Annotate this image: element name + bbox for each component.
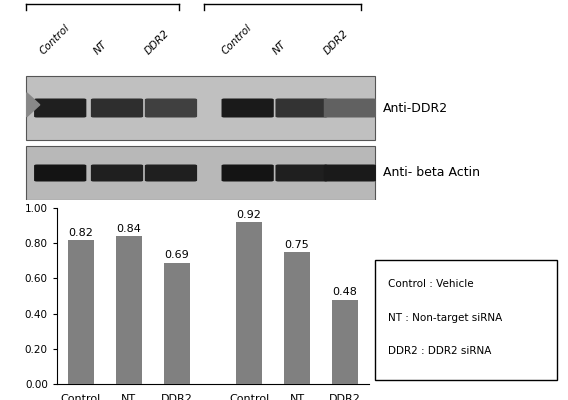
FancyBboxPatch shape	[222, 164, 274, 182]
FancyBboxPatch shape	[34, 164, 86, 182]
Text: 0.69: 0.69	[165, 250, 189, 260]
Text: 96hr: 96hr	[270, 0, 298, 2]
FancyBboxPatch shape	[324, 98, 376, 118]
Bar	[26, 76, 375, 140]
Text: 0.75: 0.75	[285, 240, 310, 250]
Text: Anti-DDR2: Anti-DDR2	[383, 102, 449, 114]
FancyBboxPatch shape	[275, 98, 328, 118]
Text: 0.82: 0.82	[68, 228, 93, 238]
FancyBboxPatch shape	[324, 164, 376, 182]
Text: NT: NT	[272, 39, 289, 56]
Text: Anti- beta Actin: Anti- beta Actin	[383, 166, 481, 180]
Bar	[26, 146, 375, 200]
Text: DDR2: DDR2	[144, 28, 172, 56]
Bar	[116, 236, 142, 384]
Text: 72hr: 72hr	[88, 0, 116, 2]
Bar	[236, 222, 262, 384]
Text: Control : Vehicle: Control : Vehicle	[387, 279, 473, 289]
Text: 0.48: 0.48	[333, 288, 358, 298]
Text: NT : Non-target siRNA: NT : Non-target siRNA	[387, 313, 502, 322]
Text: NT: NT	[93, 39, 110, 56]
Text: 0.92: 0.92	[237, 210, 261, 220]
FancyBboxPatch shape	[34, 98, 86, 118]
Bar	[68, 240, 94, 384]
Bar	[164, 262, 190, 384]
FancyBboxPatch shape	[145, 98, 197, 118]
Text: 0.84: 0.84	[116, 224, 141, 234]
Text: DDR2 : DDR2 siRNA: DDR2 : DDR2 siRNA	[387, 346, 491, 356]
Bar	[332, 300, 358, 384]
Text: Control: Control	[39, 22, 72, 56]
FancyBboxPatch shape	[91, 98, 143, 118]
Polygon shape	[27, 93, 40, 117]
Text: DDR2: DDR2	[323, 28, 350, 56]
FancyBboxPatch shape	[222, 98, 274, 118]
FancyBboxPatch shape	[91, 164, 143, 182]
Bar	[284, 252, 310, 384]
Text: Control: Control	[220, 22, 254, 56]
FancyBboxPatch shape	[275, 164, 328, 182]
FancyBboxPatch shape	[145, 164, 197, 182]
